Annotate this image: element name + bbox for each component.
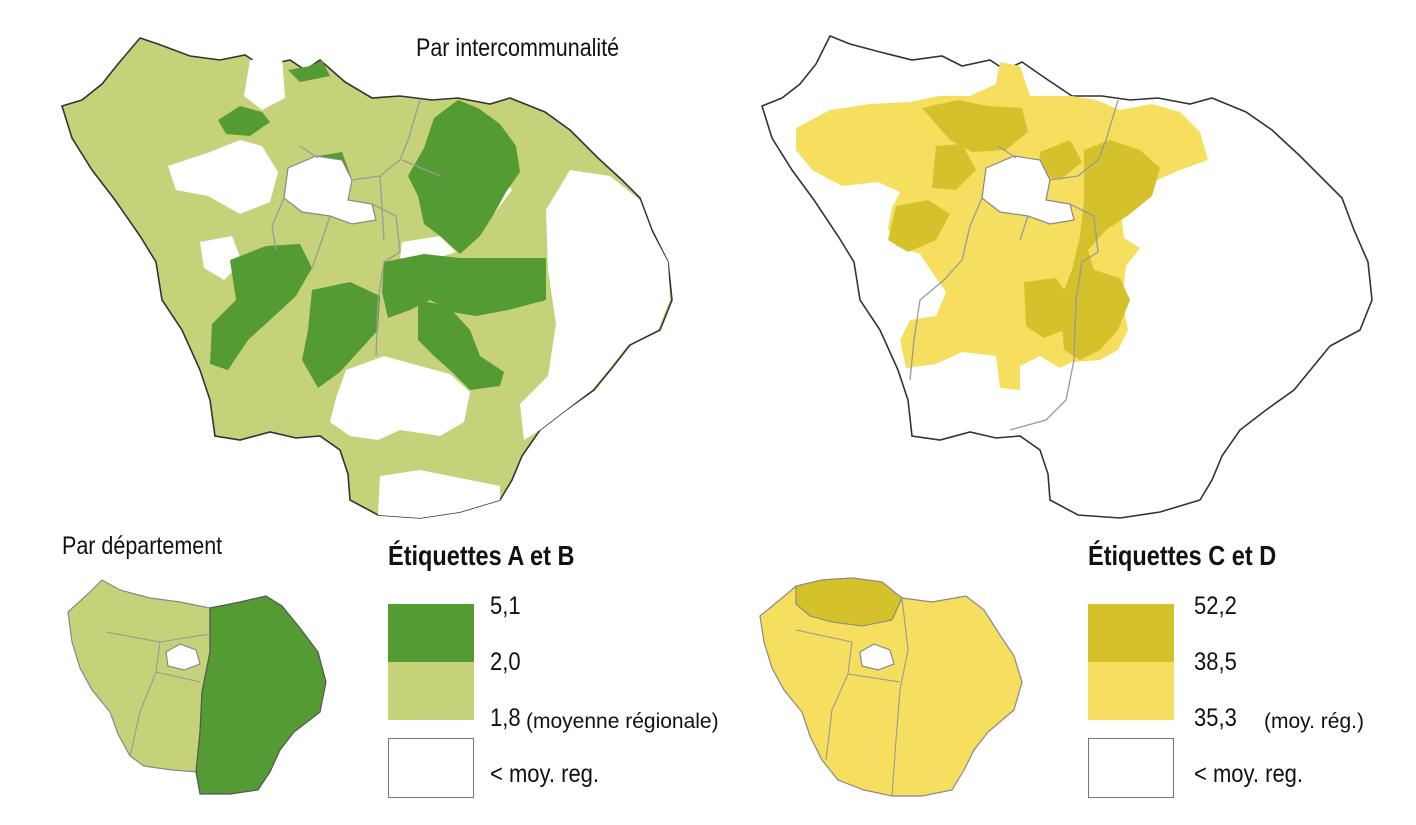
caption-by-department: Par département — [62, 532, 223, 560]
paris-hole — [283, 155, 377, 225]
legend-cd-swatch-high — [1088, 604, 1174, 662]
legend-ab-break-1: 5,1 — [490, 592, 521, 620]
dept-77 — [195, 595, 327, 795]
dept-95 — [795, 577, 903, 627]
dept-outline-west — [67, 579, 211, 773]
paris-small — [165, 643, 201, 671]
green-zone-south — [418, 300, 504, 390]
department-inner-borders-cd — [909, 99, 1119, 431]
yellow-zone-westpatch — [888, 200, 950, 252]
yellow-zone-northwest — [932, 144, 976, 190]
white-zone-center — [400, 236, 456, 262]
green-zone-northwest — [218, 106, 270, 136]
white-zone-southedge — [378, 470, 500, 518]
yellow-zone-south — [1024, 278, 1070, 338]
white-zone-west — [168, 140, 278, 214]
legend-cd-title: Étiquettes C et D — [1088, 540, 1277, 571]
map-cd-department — [759, 577, 1023, 797]
department-inner-borders — [271, 99, 441, 357]
legend-cd-break-1: 52,2 — [1194, 592, 1237, 620]
legend-ab-regional-note: (moyenne régionale) — [526, 710, 719, 733]
green-zone-southwest — [210, 244, 312, 370]
yellow-zone-east — [1060, 140, 1160, 360]
legend-ab-swatch-high — [388, 604, 474, 662]
legend-cd-swatch-mid — [1088, 662, 1174, 720]
map-ab-intercommunality — [60, 37, 673, 519]
caption-by-intercommunality: Par intercommunalité — [416, 34, 620, 62]
legend-cd-break-2: 38,5 — [1194, 648, 1237, 676]
legend-cd-regional-note: (moy. rég.) — [1264, 710, 1364, 733]
legend-ab-break-2: 2,0 — [490, 648, 521, 676]
white-zone-south — [330, 356, 470, 440]
legend-cd-below-average: < moy. reg. — [1194, 760, 1304, 788]
legend-cd-break-3: 35,3 — [1194, 704, 1237, 732]
green-zone-southcentral — [302, 282, 380, 388]
dept-borders-small — [105, 631, 211, 757]
green-zone-top — [288, 60, 330, 82]
white-zone-north — [244, 56, 285, 110]
map-cd-intercommunality — [761, 34, 1373, 519]
paris-hole-cd — [981, 155, 1075, 225]
legend-ab-swatch-mid — [388, 662, 474, 720]
paris-small-cd — [859, 643, 895, 671]
green-zone-northeast — [408, 100, 520, 254]
legend-ab-title: Étiquettes A et B — [388, 540, 575, 571]
legend-ab-below-average: < moy. reg. — [490, 760, 600, 788]
yellow-zone-north — [922, 100, 1028, 152]
dept-borders-small-cd — [795, 597, 909, 797]
yellow-zone-northeast — [1038, 140, 1082, 180]
map-ab-department — [67, 579, 327, 795]
legend-ab-break-3: 1,8 — [490, 704, 521, 732]
white-zone-east — [520, 170, 670, 440]
legend-cd-swatch-none — [1088, 738, 1174, 798]
legend-ab-swatch-none — [388, 738, 474, 798]
